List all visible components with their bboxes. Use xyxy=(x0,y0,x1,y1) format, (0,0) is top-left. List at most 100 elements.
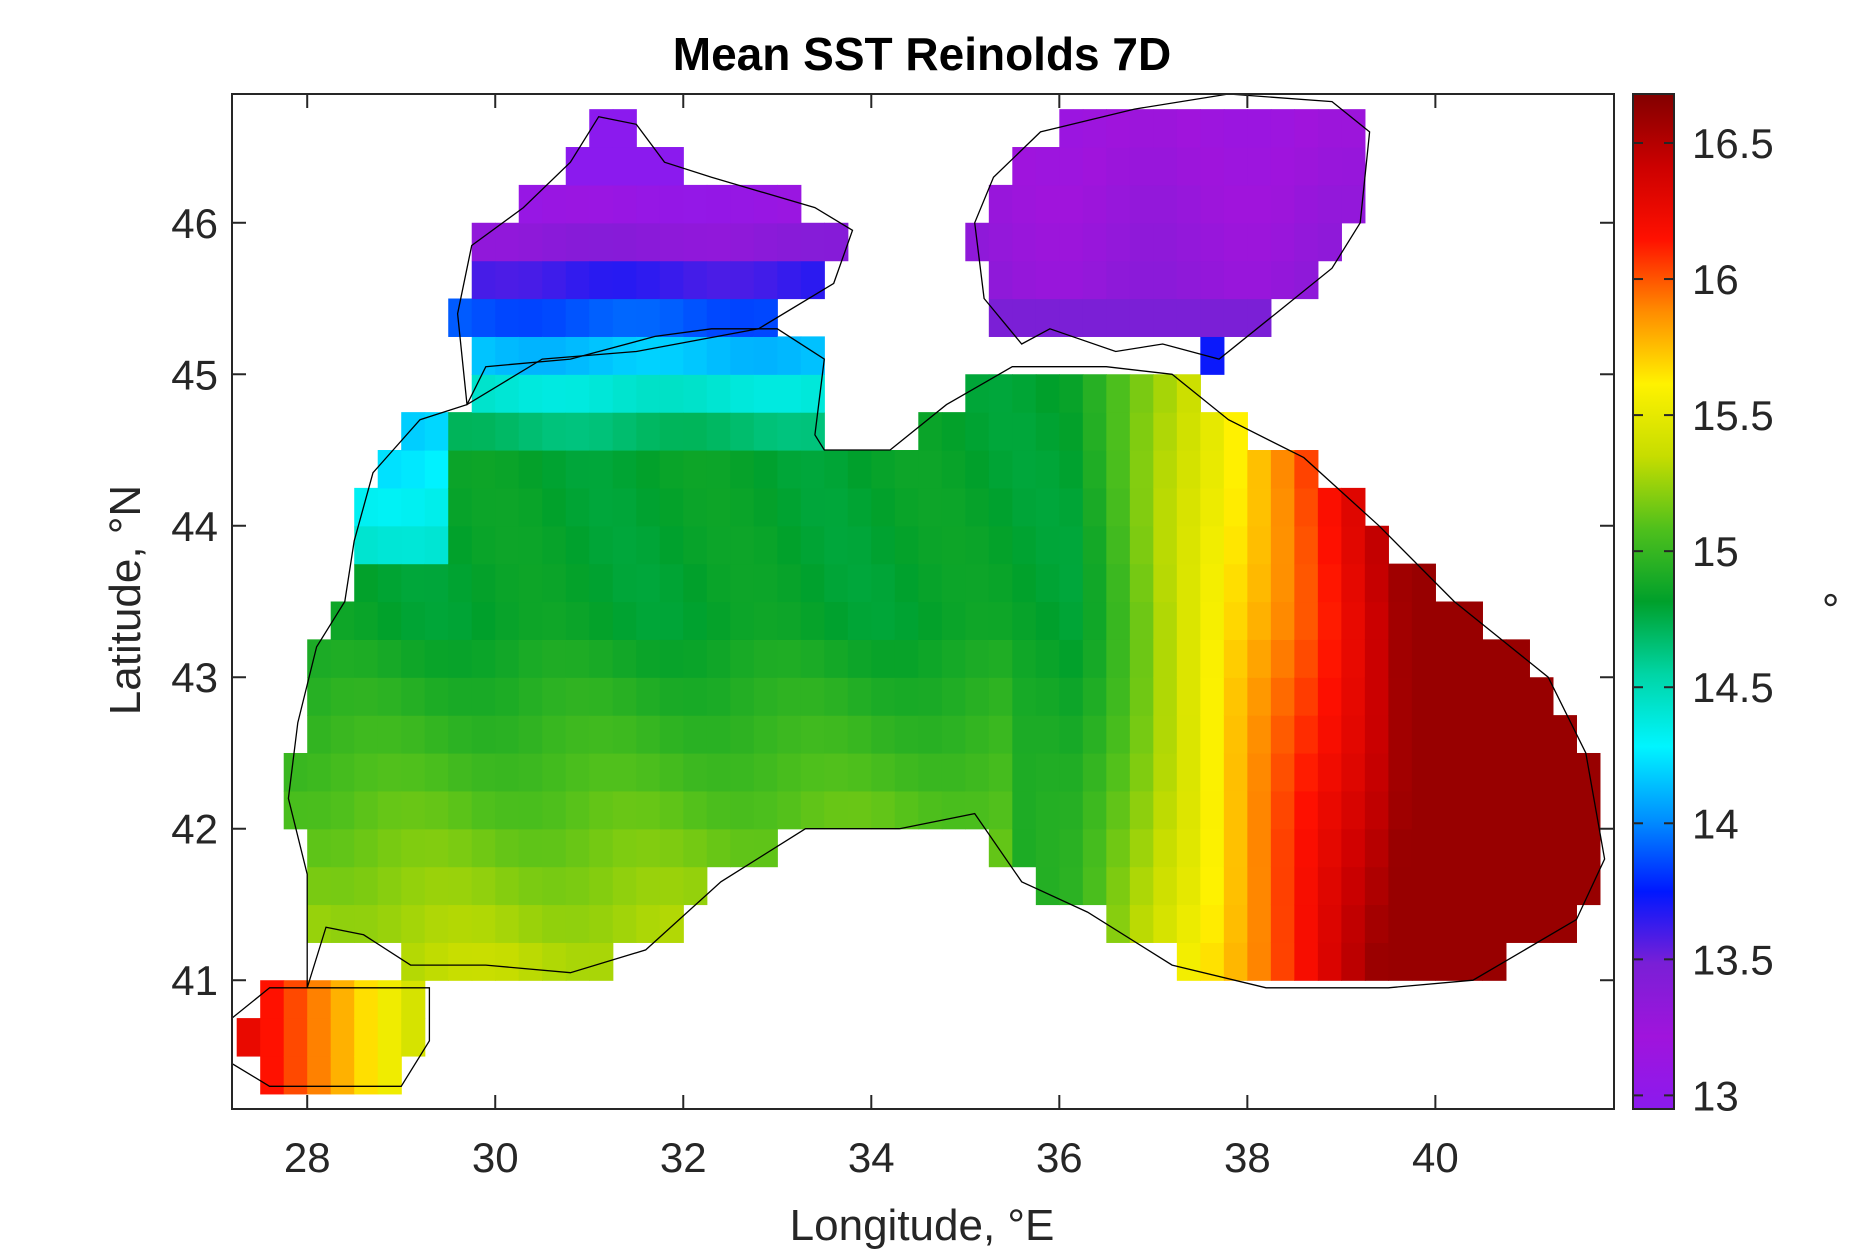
sst-cell xyxy=(1247,222,1272,262)
sst-cell xyxy=(1294,525,1319,565)
sst-cell xyxy=(354,752,379,792)
sst-cell xyxy=(777,260,802,300)
sst-cell xyxy=(753,412,778,451)
sst-cell xyxy=(495,752,520,792)
sst-cell xyxy=(847,601,872,640)
sst-cell xyxy=(589,639,614,678)
sst-cell xyxy=(1059,639,1084,678)
sst-cell xyxy=(1341,752,1366,792)
sst-cell xyxy=(448,487,473,527)
sst-cell xyxy=(1270,601,1295,640)
sst-cell xyxy=(1411,563,1436,603)
sst-cell xyxy=(1012,752,1037,792)
sst-cell xyxy=(1411,866,1436,906)
sst-cell xyxy=(1223,147,1248,186)
sst-cell xyxy=(1223,752,1248,792)
sst-cell xyxy=(1411,828,1436,868)
sst-cell xyxy=(330,790,355,830)
sst-cell xyxy=(1435,715,1460,754)
sst-cell xyxy=(1223,525,1248,565)
sst-cell xyxy=(871,450,896,489)
sst-cell xyxy=(401,866,426,906)
sst-cell xyxy=(1176,942,1201,981)
sst-cells xyxy=(236,109,1601,1095)
sst-cell xyxy=(1153,487,1178,527)
sst-cell xyxy=(401,677,426,716)
sst-cell xyxy=(1082,790,1107,830)
x-tick-label: 34 xyxy=(848,1134,895,1181)
y-tick-label: 44 xyxy=(171,503,218,550)
sst-cell xyxy=(1482,752,1507,792)
sst-cell xyxy=(1200,866,1225,906)
sst-cell xyxy=(448,828,473,868)
sst-cell xyxy=(1247,184,1272,224)
sst-cell xyxy=(307,639,332,678)
sst-cell xyxy=(730,450,755,489)
sst-cell xyxy=(1012,412,1037,451)
sst-cell xyxy=(1176,525,1201,565)
sst-cell xyxy=(589,184,614,224)
sst-cell xyxy=(330,1055,355,1095)
sst-cell xyxy=(1223,904,1248,943)
sst-cell xyxy=(1012,601,1037,640)
sst-cell xyxy=(1200,184,1225,224)
sst-cell xyxy=(1341,677,1366,716)
sst-cell xyxy=(471,336,496,375)
sst-cell xyxy=(1317,487,1342,527)
sst-cell xyxy=(448,715,473,754)
sst-cell xyxy=(730,487,755,527)
sst-cell xyxy=(401,525,426,565)
sst-cell xyxy=(1435,639,1460,678)
sst-cell xyxy=(1341,487,1366,527)
sst-cell xyxy=(800,639,825,678)
sst-cell xyxy=(612,790,637,830)
sst-cell xyxy=(589,904,614,943)
sst-cell xyxy=(1505,639,1530,678)
sst-cell xyxy=(1012,147,1037,186)
sst-cell xyxy=(448,790,473,830)
sst-cell xyxy=(800,715,825,754)
sst-cell xyxy=(1153,374,1178,413)
sst-cell xyxy=(706,260,731,300)
sst-cell xyxy=(354,639,379,678)
sst-cell xyxy=(542,222,567,262)
sst-cell xyxy=(1153,790,1178,830)
sst-cell xyxy=(1223,184,1248,224)
sst-cell xyxy=(589,222,614,262)
sst-cell xyxy=(612,525,637,565)
sst-cell xyxy=(847,639,872,678)
sst-cell xyxy=(1341,563,1366,603)
sst-cell xyxy=(1294,109,1319,148)
sst-cell xyxy=(354,980,379,1019)
sst-cell xyxy=(1247,260,1272,300)
sst-cell xyxy=(518,298,543,337)
sst-cell xyxy=(636,487,661,527)
sst-cell xyxy=(706,790,731,830)
sst-cell xyxy=(1247,752,1272,792)
sst-cell xyxy=(1129,184,1154,224)
sst-cell xyxy=(1106,260,1131,300)
sst-cell xyxy=(424,904,449,943)
sst-cell xyxy=(1106,298,1131,337)
sst-cell xyxy=(612,184,637,224)
sst-cell xyxy=(354,563,379,603)
sst-cell xyxy=(1106,563,1131,603)
sst-cell xyxy=(589,942,614,981)
sst-cell xyxy=(683,790,708,830)
sst-cell xyxy=(589,450,614,489)
sst-cell xyxy=(401,752,426,792)
sst-cell xyxy=(377,828,402,868)
sst-cell xyxy=(377,790,402,830)
sst-cell xyxy=(988,412,1013,451)
sst-cell xyxy=(1458,677,1483,716)
sst-cell xyxy=(307,904,332,943)
sst-cell xyxy=(424,866,449,906)
sst-cell xyxy=(565,904,590,943)
sst-cell xyxy=(659,412,684,451)
sst-cell xyxy=(1317,715,1342,754)
coastline xyxy=(231,93,1606,1087)
sst-cell xyxy=(659,601,684,640)
sst-cell xyxy=(683,563,708,603)
sst-cell xyxy=(777,715,802,754)
sst-cell xyxy=(941,412,966,451)
